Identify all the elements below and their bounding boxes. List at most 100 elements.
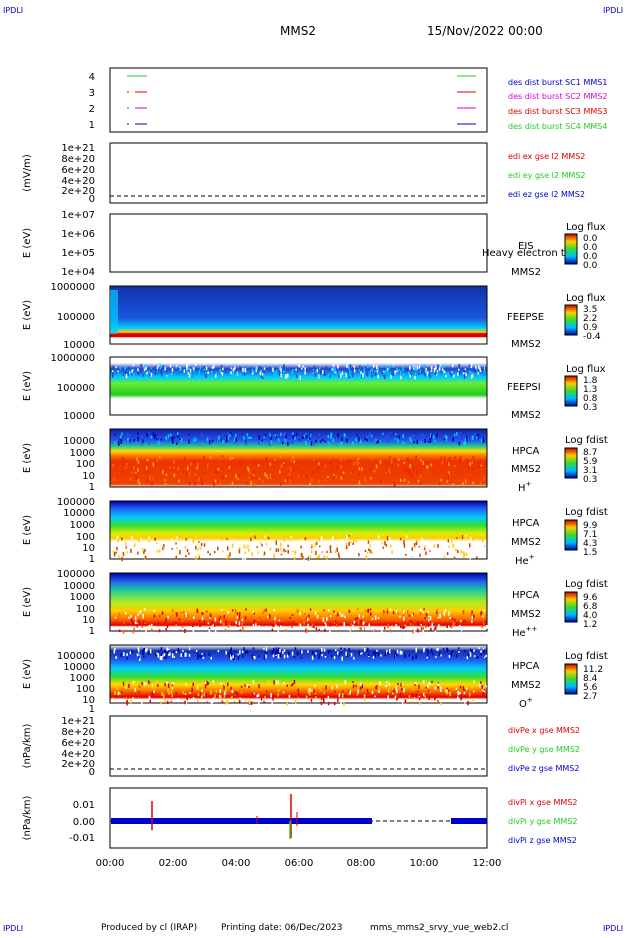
eis-ytick-1: 1e+06	[61, 229, 95, 240]
x-tick-2: 04:00	[222, 858, 251, 869]
feepsi-ytick-1: 100000	[57, 383, 95, 394]
edi-ytick-2: 6e+20	[61, 165, 95, 176]
panel-burst: 4 3 2 1 des dist burst SC1 MMS1 des dist…	[89, 67, 607, 133]
corner-label-top-right: IPDLI	[603, 6, 623, 15]
burst-ytick-2: 2	[89, 104, 95, 115]
feepsi-cbar-t0: 1.8	[583, 376, 598, 386]
hpca-he-cbar-t3: 1.5	[583, 548, 597, 558]
hpca-hepp-species: He++	[512, 625, 538, 639]
hpca-hepp-ylabel: E (eV)	[22, 587, 33, 617]
hpca-o-ytick-4: 10	[82, 695, 95, 706]
hpca-hepp-cbar-t1: 6.8	[583, 602, 598, 612]
hpca-o-sc: MMS2	[511, 680, 541, 691]
divpe-ytick-3: 4e+20	[61, 749, 95, 760]
hpca-h-cbar-t0: 8.7	[583, 448, 597, 458]
x-tick-4: 08:00	[347, 858, 376, 869]
x-tick-3: 06:00	[285, 858, 314, 869]
hpca-h-cbar-t1: 5.9	[583, 457, 598, 467]
hpca-he-ytick-4: 10	[82, 543, 95, 554]
hpca-o-species: O+	[519, 696, 533, 710]
hpca-hepp-cbar-title: Log fdist	[565, 579, 608, 590]
corner-label-top-left: IPDLI	[3, 6, 23, 15]
footer-printing-date: Printing date: 06/Dec/2023	[221, 923, 343, 933]
hpca-h-sc: MMS2	[511, 464, 541, 475]
burst-legend-4: des dist burst SC4 MMS4	[508, 122, 607, 131]
eis-cbar-t3: 0.0	[583, 261, 598, 271]
feepse-sc: MMS2	[511, 339, 541, 350]
divpe-legend-y: divPe y gse MMS2	[508, 745, 580, 754]
header-mission: MMS2	[280, 24, 316, 38]
edi-ytick-3: 4e+20	[61, 176, 95, 187]
hpca-he-sc: MMS2	[511, 537, 541, 548]
panel-hpca-hepp: E (eV) 100000 10000 1000 100 10 1 HPCA M…	[22, 569, 608, 639]
hpca-hepp-cbar-t3: 1.2	[583, 620, 597, 630]
header-datetime: 15/Nov/2022 00:00	[427, 24, 543, 38]
hpca-o-cbar-title: Log fdist	[565, 651, 608, 662]
hpca-o-ytick-5: 1	[89, 704, 95, 715]
divpe-ytick-2: 6e+20	[61, 738, 95, 749]
hpca-hepp-ytick-3: 100	[76, 604, 95, 615]
edi-legend-z: edi ez gse l2 MMS2	[508, 190, 585, 199]
hpca-hepp-cbar-t2: 4.0	[583, 611, 598, 621]
divpe-ytick-0: 1e+21	[61, 716, 95, 727]
divpi-legend-z: divPi z gse MMS2	[508, 836, 577, 845]
hpca-he-species: He+	[515, 553, 535, 567]
feepsi-instrument: FEEPSI	[507, 382, 541, 393]
panel-feepsi: E (eV) 1000000 100000 10000 FEEPSI MMS2 …	[22, 353, 606, 422]
divpi-ylabel: (nPa/km)	[22, 796, 33, 841]
feepse-ylabel: E (eV)	[22, 300, 33, 330]
divpi-blue-band	[111, 818, 487, 824]
feepse-cbar-t2: 0.9	[583, 323, 598, 333]
panel-divpi: (nPa/km) 0.01 0.00 -0.01 divPi x gse MMS…	[22, 787, 577, 849]
panel-edi: (mV/m) 1e+21 8e+20 6e+20 4e+20 2e+20 0 e…	[22, 142, 586, 205]
feepse-cbar-t0: 3.5	[583, 305, 597, 315]
hpca-h-instrument: HPCA	[512, 446, 540, 457]
eis-ytick-2: 1e+05	[61, 248, 95, 259]
feepse-ytick-0: 1000000	[50, 282, 95, 293]
hpca-h-texture	[114, 432, 485, 447]
hpca-he-cbar-title: Log fdist	[565, 507, 608, 518]
hpca-o-ytick-1: 10000	[63, 662, 95, 673]
divpi-legend-y: divPi y gse MMS2	[508, 817, 577, 826]
divpi-legend-x: divPi x gse MMS2	[508, 798, 577, 807]
hpca-o-texture-low	[112, 680, 487, 707]
panel-hpca-h: E (eV) 10000 1000 100 10 1 HPCA MMS2 H+ …	[22, 428, 608, 494]
hpca-he-ytick-5: 1	[89, 554, 95, 565]
burst-ytick-1: 1	[89, 120, 95, 131]
burst-legend-2: des dist burst SC2 MMS2	[508, 92, 607, 101]
edi-ytick-0: 1e+21	[61, 143, 95, 154]
hpca-hepp-sc: MMS2	[511, 609, 541, 620]
edi-ylabel: (mV/m)	[22, 154, 33, 192]
divpi-ytick-1: 0.00	[73, 817, 95, 828]
eis-ytick-3: 1e+04	[61, 267, 95, 278]
hpca-hepp-cbar-t0: 9.6	[583, 593, 598, 603]
panel-feepse: E (eV) 1000000 100000 10000 FEEPSE MMS2 …	[22, 282, 606, 351]
hpca-hepp-texture	[114, 608, 488, 634]
hpca-h-ytick-0: 10000	[63, 436, 95, 447]
hpca-he-ytick-0: 100000	[57, 497, 95, 508]
feepsi-cbar-title: Log flux	[566, 364, 606, 375]
corner-label-bottom-left: IPDLI	[3, 924, 23, 933]
eis-cbar-title: Log flux	[566, 222, 606, 233]
hpca-hepp-ytick-0: 100000	[57, 569, 95, 580]
hpca-o-cbar-t1: 8.4	[583, 674, 598, 684]
divpe-ytick-1: 8e+20	[61, 727, 95, 738]
feepsi-cbar-t3: 0.3	[583, 403, 597, 413]
hpca-he-cbar-t1: 7.1	[583, 530, 597, 540]
x-tick-0: 00:00	[96, 858, 125, 869]
eis-ytick-0: 1e+07	[61, 210, 95, 221]
x-tick-1: 02:00	[159, 858, 188, 869]
feepsi-cbar-t1: 1.3	[583, 385, 597, 395]
hpca-h-ytick-4: 1	[89, 482, 95, 493]
divpe-ytick-4: 2e+20	[61, 759, 95, 770]
footer-filename: mms_mms2_srvy_vue_web2.cl	[370, 923, 508, 933]
panel-hpca-he: E (eV) 100000 10000 1000 100 10 1 HPCA M…	[22, 497, 608, 567]
divpe-legend-z: divPe z gse MMS2	[508, 764, 579, 773]
edi-ytick-1: 8e+20	[61, 154, 95, 165]
feepse-cbar-title: Log flux	[566, 293, 606, 304]
divpe-ylabel: (nPa/km)	[22, 724, 33, 769]
edi-ytick-5: 0	[89, 194, 95, 205]
feepse-cbar-t3: -0.4	[583, 332, 601, 342]
hpca-o-ytick-3: 100	[76, 684, 95, 695]
hpca-h-cbar-t3: 0.3	[583, 475, 597, 485]
